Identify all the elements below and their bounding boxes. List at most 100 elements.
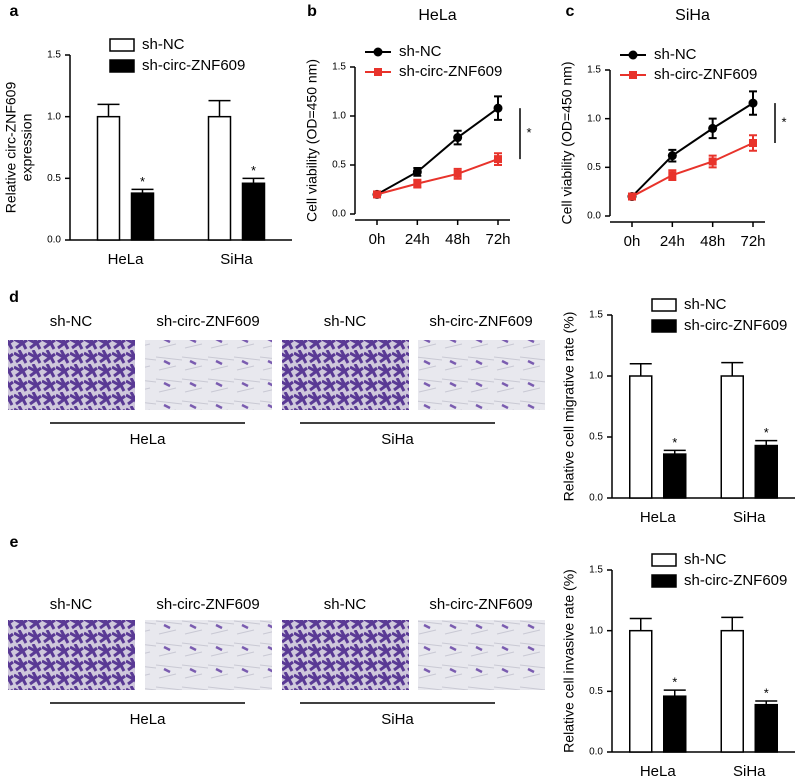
bar	[663, 453, 687, 499]
y-tick-label: 1.0	[589, 371, 603, 382]
panel-label: e	[10, 534, 19, 551]
significance: *	[781, 114, 786, 129]
y-tick-label: 0.0	[47, 235, 61, 246]
image-label: sh-circ-ZNF609	[156, 313, 259, 330]
error-bar	[721, 361, 744, 391]
marker	[749, 139, 757, 147]
legend-swatch	[651, 319, 677, 333]
micrograph	[282, 340, 409, 410]
image-label: sh-NC	[50, 313, 93, 330]
micrograph	[145, 340, 272, 410]
image-label: sh-NC	[324, 313, 367, 330]
y-tick-label: 1.0	[587, 113, 601, 124]
error-bar	[755, 700, 778, 710]
panel-label: c	[566, 3, 575, 20]
y-axis-label: Cell viability (OD=450 nm)	[304, 59, 320, 222]
marker	[413, 179, 422, 188]
significance: *	[526, 125, 531, 140]
x-tick-label: 24h	[405, 231, 430, 248]
y-axis-label: Relative cell migrative rate (%)	[561, 312, 577, 502]
x-tick-label: 48h	[445, 231, 470, 248]
marker	[373, 190, 381, 199]
x-tick-label: 72h	[740, 233, 765, 250]
y-axis-label: Relative cell invasive rate (%)	[561, 569, 577, 753]
y-tick-label: 0.5	[587, 162, 601, 173]
y-tick-label: 0.5	[589, 686, 603, 697]
marker	[628, 50, 638, 60]
marker	[453, 133, 463, 143]
legend-swatch	[109, 38, 135, 52]
y-tick-label: 1.5	[47, 50, 61, 61]
error-bar	[663, 449, 686, 459]
error-bar	[755, 439, 778, 452]
bar	[754, 703, 778, 753]
bar	[130, 192, 155, 241]
panel-label: a	[10, 3, 19, 20]
legend-label: sh-circ-ZNF609	[684, 317, 787, 334]
marker	[748, 98, 758, 108]
group-label: SiHa	[381, 431, 414, 448]
marker	[667, 151, 677, 161]
bar	[96, 115, 121, 241]
legend-swatch	[651, 298, 677, 312]
legend-swatch	[651, 574, 677, 588]
legend-swatch	[651, 553, 677, 567]
image-label: sh-circ-ZNF609	[429, 313, 532, 330]
bar	[720, 629, 744, 753]
x-tick-label: HeLa	[640, 763, 677, 777]
x-tick-label: 72h	[485, 231, 510, 248]
marker	[493, 103, 503, 113]
y-axis-label: expression	[19, 114, 35, 182]
chart-title: HeLa	[418, 7, 456, 24]
marker	[629, 71, 637, 79]
bar	[207, 115, 232, 241]
x-tick-label: SiHa	[733, 763, 766, 777]
legend-label: sh-circ-ZNF609	[684, 572, 787, 589]
group-label: HeLa	[130, 431, 167, 448]
significance: *	[251, 163, 256, 178]
micrograph	[282, 620, 409, 690]
bar	[629, 629, 653, 753]
line	[631, 142, 754, 198]
legend-label: sh-NC	[654, 46, 697, 63]
y-tick-label: 1.5	[587, 65, 601, 76]
x-tick-label: 24h	[660, 233, 685, 250]
panel-label: d	[9, 289, 19, 306]
y-tick-label: 0.0	[589, 493, 603, 504]
y-tick-label: 1.0	[589, 625, 603, 636]
marker	[373, 47, 383, 57]
error-bar	[629, 617, 652, 644]
significance: *	[764, 425, 769, 440]
legend-label: sh-circ-ZNF609	[399, 63, 502, 80]
error-bar	[629, 363, 652, 389]
error-bar	[721, 616, 744, 645]
marker	[708, 123, 718, 133]
image-label: sh-circ-ZNF609	[156, 596, 259, 613]
marker	[412, 167, 422, 177]
y-axis-label: Cell viability (OD=450 nm)	[559, 62, 575, 225]
image-label: sh-NC	[324, 596, 367, 613]
legend-label: sh-NC	[684, 551, 727, 568]
panel-label: b	[307, 3, 317, 20]
bar	[663, 695, 687, 753]
y-tick-label: 1.0	[47, 111, 61, 122]
image-label: sh-circ-ZNF609	[429, 596, 532, 613]
group-label: HeLa	[130, 711, 167, 728]
marker	[374, 68, 382, 76]
y-tick-label: 1.0	[332, 111, 346, 122]
marker	[494, 155, 502, 164]
x-tick-label: SiHa	[220, 251, 253, 268]
x-tick-label: 48h	[700, 233, 725, 250]
y-tick-label: 0.0	[589, 747, 603, 758]
bar	[754, 444, 778, 499]
marker	[668, 171, 677, 180]
significance: *	[140, 174, 145, 189]
legend-swatch	[109, 59, 135, 73]
significance: *	[672, 435, 677, 450]
x-tick-label: HeLa	[640, 509, 677, 526]
legend-label: sh-circ-ZNF609	[654, 66, 757, 83]
marker	[628, 192, 636, 201]
legend-label: sh-NC	[399, 43, 442, 60]
x-tick-label: 0h	[369, 231, 386, 248]
marker	[453, 169, 462, 178]
